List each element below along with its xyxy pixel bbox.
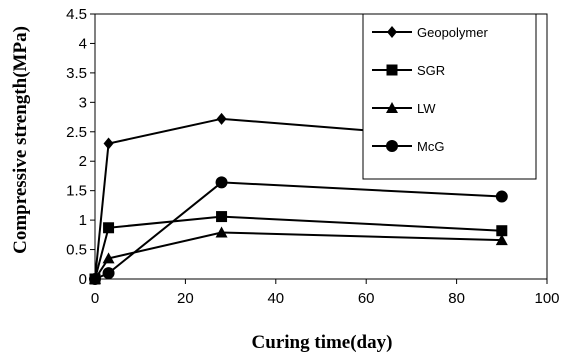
legend: Geopolymer SGR LW McG <box>362 13 537 180</box>
x-axis-title: Curing time(day) <box>252 332 393 353</box>
legend-item: SGR <box>372 63 445 78</box>
data-point-square <box>103 222 115 234</box>
y-tick-label: 3 <box>79 94 87 111</box>
y-tick-label: 0 <box>79 271 87 288</box>
data-point-square <box>216 211 228 223</box>
legend-item: LW <box>372 101 436 116</box>
data-point-triangle <box>215 226 228 238</box>
data-point-circle <box>102 267 115 280</box>
y-tick-label: 4 <box>79 35 87 52</box>
legend-item: Geopolymer <box>372 25 488 40</box>
data-point-circle <box>89 273 101 285</box>
data-point-triangle <box>495 234 508 246</box>
y-tick-label: 0.5 <box>66 242 87 259</box>
series-lw <box>89 226 508 284</box>
data-point-triangle <box>102 252 115 264</box>
y-axis-ticks: 0 0.5 1 1.5 2 2.5 3 3.5 4 4.5 <box>66 6 95 288</box>
legend-marker-circle <box>386 140 398 152</box>
y-axis-title: Compressive strength(MPa) <box>10 26 31 254</box>
y-tick-label: 1.5 <box>66 183 87 200</box>
data-point-circle <box>495 190 508 203</box>
x-tick-label: 0 <box>91 290 99 307</box>
x-axis-ticks: 0 20 40 60 80 100 <box>91 279 560 307</box>
legend-marker-square <box>386 64 398 76</box>
plot-border <box>94 13 548 280</box>
legend-label: SGR <box>417 63 445 78</box>
legend-marker-diamond <box>387 26 397 38</box>
legend-label: Geopolymer <box>417 25 488 40</box>
y-tick-label: 3.5 <box>66 65 87 82</box>
y-tick-label: 2 <box>79 153 87 170</box>
series-line <box>94 181 502 280</box>
y-tick-label: 4.5 <box>66 6 87 23</box>
legend-item: McG <box>372 139 444 154</box>
data-point-diamond <box>103 137 114 150</box>
y-tick-label: 1 <box>79 212 87 229</box>
legend-marker-triangle <box>386 102 398 113</box>
series-line <box>94 231 502 280</box>
series-mcg <box>89 176 508 285</box>
data-point-circle <box>215 176 228 189</box>
plot-area <box>94 13 548 280</box>
x-tick-label: 60 <box>358 290 375 307</box>
y-tick-label: 2.5 <box>66 124 87 141</box>
x-tick-label: 40 <box>267 290 284 307</box>
series-line <box>94 215 502 280</box>
x-tick-label: 80 <box>448 290 465 307</box>
series-line <box>94 117 502 280</box>
legend-label: McG <box>417 139 444 154</box>
x-tick-label: 20 <box>177 290 194 307</box>
legend-label: LW <box>417 101 436 116</box>
data-point-diamond <box>216 112 227 125</box>
data-point-square <box>496 225 508 237</box>
x-tick-label: 100 <box>534 290 559 307</box>
